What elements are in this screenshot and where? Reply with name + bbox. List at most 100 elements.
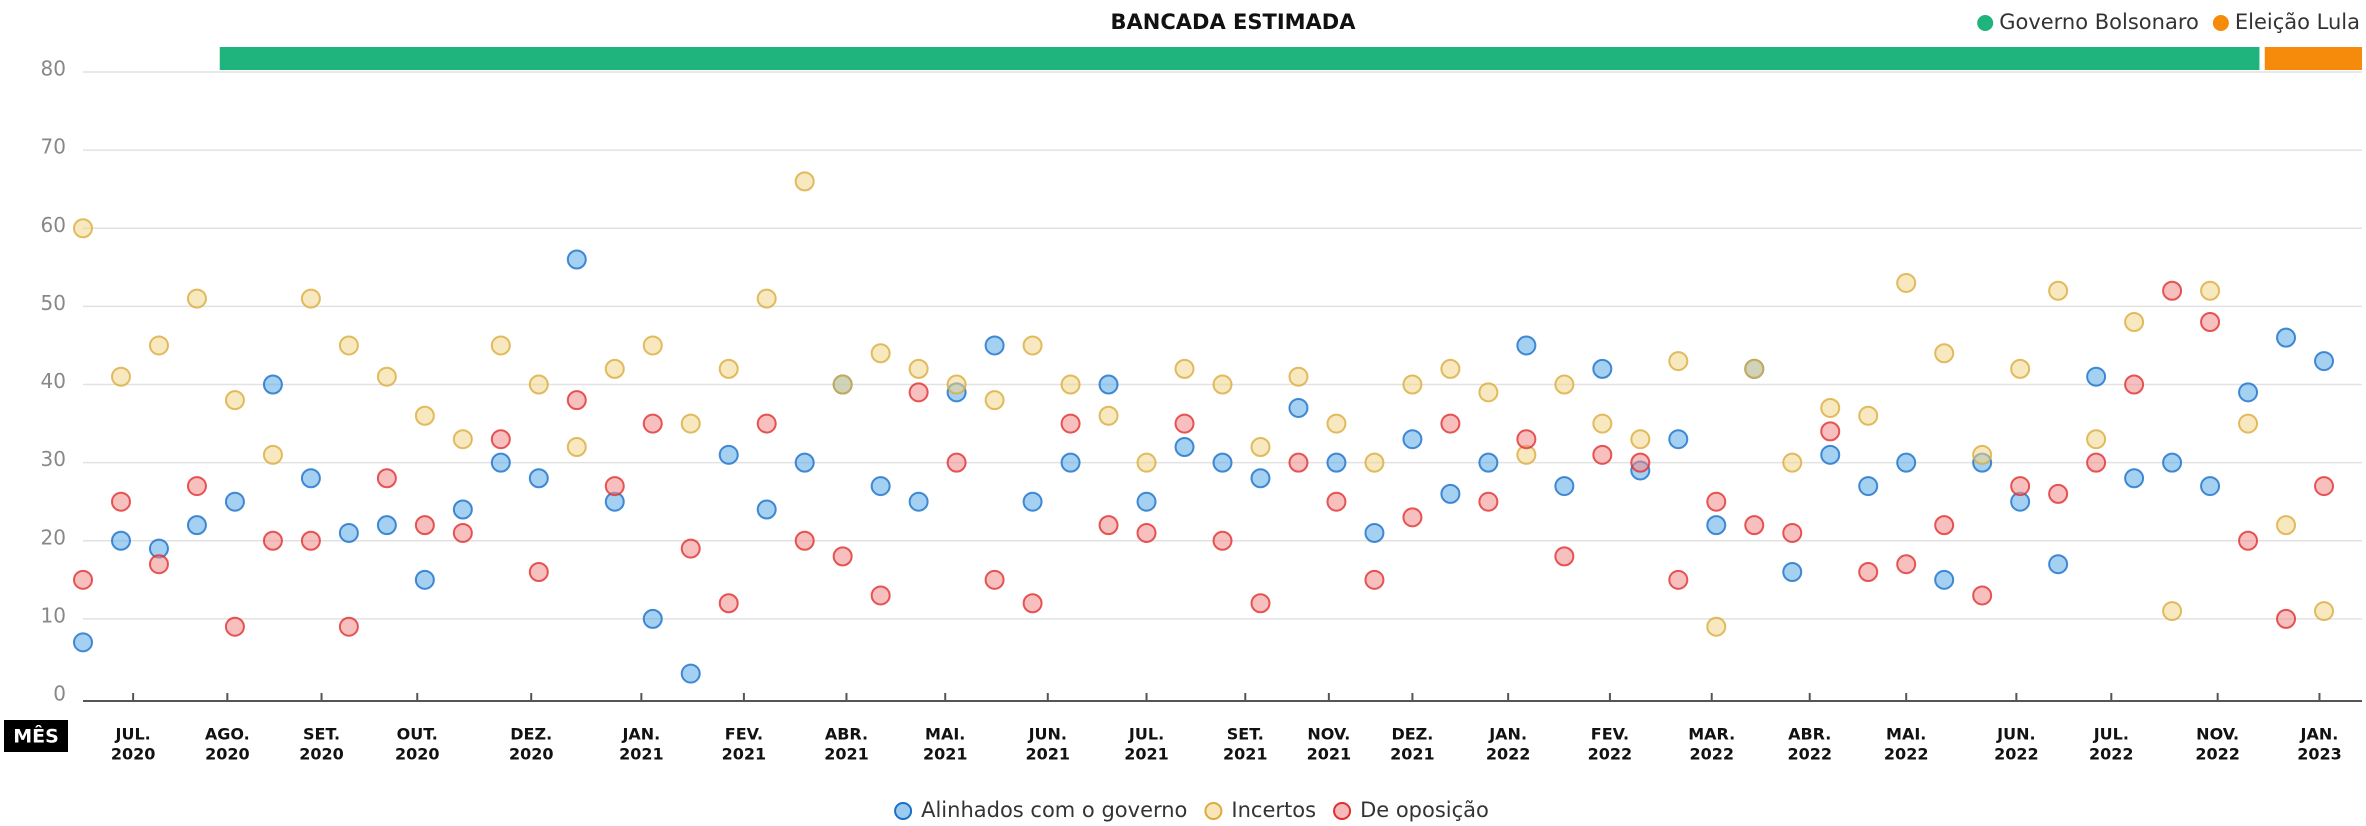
point <box>1744 358 1765 379</box>
x-tick-year: 2022 <box>1689 745 1734 764</box>
point <box>1858 476 1879 497</box>
point <box>1668 351 1689 372</box>
point <box>300 288 321 309</box>
x-tick-label: ABR. <box>825 725 868 744</box>
x-tick-year: 2022 <box>1787 745 1832 764</box>
x-tick-year: 2021 <box>722 745 767 764</box>
x-tick-year: 2022 <box>1588 745 1633 764</box>
point <box>1060 413 1081 434</box>
point <box>2086 429 2107 450</box>
point <box>946 452 967 473</box>
point <box>414 405 435 426</box>
point <box>1972 585 1993 606</box>
y-tick-label: 30 <box>41 447 66 471</box>
point <box>2314 601 2335 622</box>
x-tick-label: JUL. <box>115 725 151 744</box>
point <box>376 515 397 536</box>
point <box>1896 452 1917 473</box>
point <box>1478 491 1499 512</box>
point <box>680 663 701 684</box>
point <box>1706 491 1727 512</box>
x-tick-year: 2022 <box>2195 745 2240 764</box>
y-tick-label: 80 <box>41 57 66 81</box>
point <box>756 413 777 434</box>
x-tick-label: SET. <box>1227 725 1264 744</box>
point <box>1706 616 1727 637</box>
x-tick-year: 2020 <box>509 745 554 764</box>
point <box>1554 476 1575 497</box>
point <box>1022 593 1043 614</box>
point <box>490 452 511 473</box>
point <box>2010 358 2031 379</box>
point <box>1136 491 1157 512</box>
point <box>1022 335 1043 356</box>
point <box>908 382 929 403</box>
point <box>2238 413 2259 434</box>
point <box>1364 569 1385 590</box>
point <box>1098 405 1119 426</box>
point <box>452 522 473 543</box>
point <box>794 171 815 192</box>
x-tick-year: 2020 <box>111 745 156 764</box>
point <box>1440 483 1461 504</box>
point <box>2238 530 2259 551</box>
period-bar <box>2264 47 2362 70</box>
point <box>718 444 739 465</box>
x-tick-year: 2021 <box>824 745 869 764</box>
point <box>2048 280 2069 301</box>
point <box>642 335 663 356</box>
point <box>1516 335 1537 356</box>
point <box>338 522 359 543</box>
point <box>1402 507 1423 528</box>
point <box>870 476 891 497</box>
x-tick-year: 2020 <box>395 745 440 764</box>
x-tick-label: JUN. <box>1028 725 1067 744</box>
point <box>794 452 815 473</box>
x-tick-label: NOV. <box>1307 725 1350 744</box>
chart-title: BANCADA ESTIMADA <box>1111 10 1357 34</box>
point <box>490 335 511 356</box>
point <box>1212 530 1233 551</box>
point <box>1706 515 1727 536</box>
point <box>1668 429 1689 450</box>
point <box>870 343 891 364</box>
point <box>376 468 397 489</box>
point <box>1782 522 1803 543</box>
point <box>794 530 815 551</box>
y-tick-label: 40 <box>41 369 66 393</box>
point <box>984 390 1005 411</box>
point <box>528 374 549 395</box>
point <box>1364 522 1385 543</box>
point <box>984 335 1005 356</box>
point <box>1630 452 1651 473</box>
x-tick-label: MAI. <box>1886 725 1926 744</box>
x-tick-year: 2022 <box>1884 745 1929 764</box>
point <box>908 491 929 512</box>
point <box>642 608 663 629</box>
point <box>1782 562 1803 582</box>
point <box>1060 452 1081 473</box>
x-axis-name: MÊS <box>13 725 59 748</box>
point <box>262 530 283 551</box>
point <box>73 569 93 590</box>
point <box>680 413 701 434</box>
point <box>1630 429 1651 450</box>
x-tick-label: ABR. <box>1788 725 1831 744</box>
point <box>1782 452 1803 473</box>
point <box>1288 366 1309 387</box>
point <box>528 562 549 582</box>
point <box>604 476 625 497</box>
point <box>1136 522 1157 543</box>
x-tick-label: FEV. <box>1591 725 1629 744</box>
point <box>262 444 283 465</box>
point <box>1858 405 1879 426</box>
point <box>148 335 169 356</box>
point <box>1098 374 1119 395</box>
point <box>1364 452 1385 473</box>
point <box>2276 515 2297 536</box>
x-tick-year: 2021 <box>923 745 968 764</box>
legend-label: Governo Bolsonaro <box>1999 10 2199 34</box>
point <box>946 374 967 395</box>
point <box>1896 554 1917 575</box>
